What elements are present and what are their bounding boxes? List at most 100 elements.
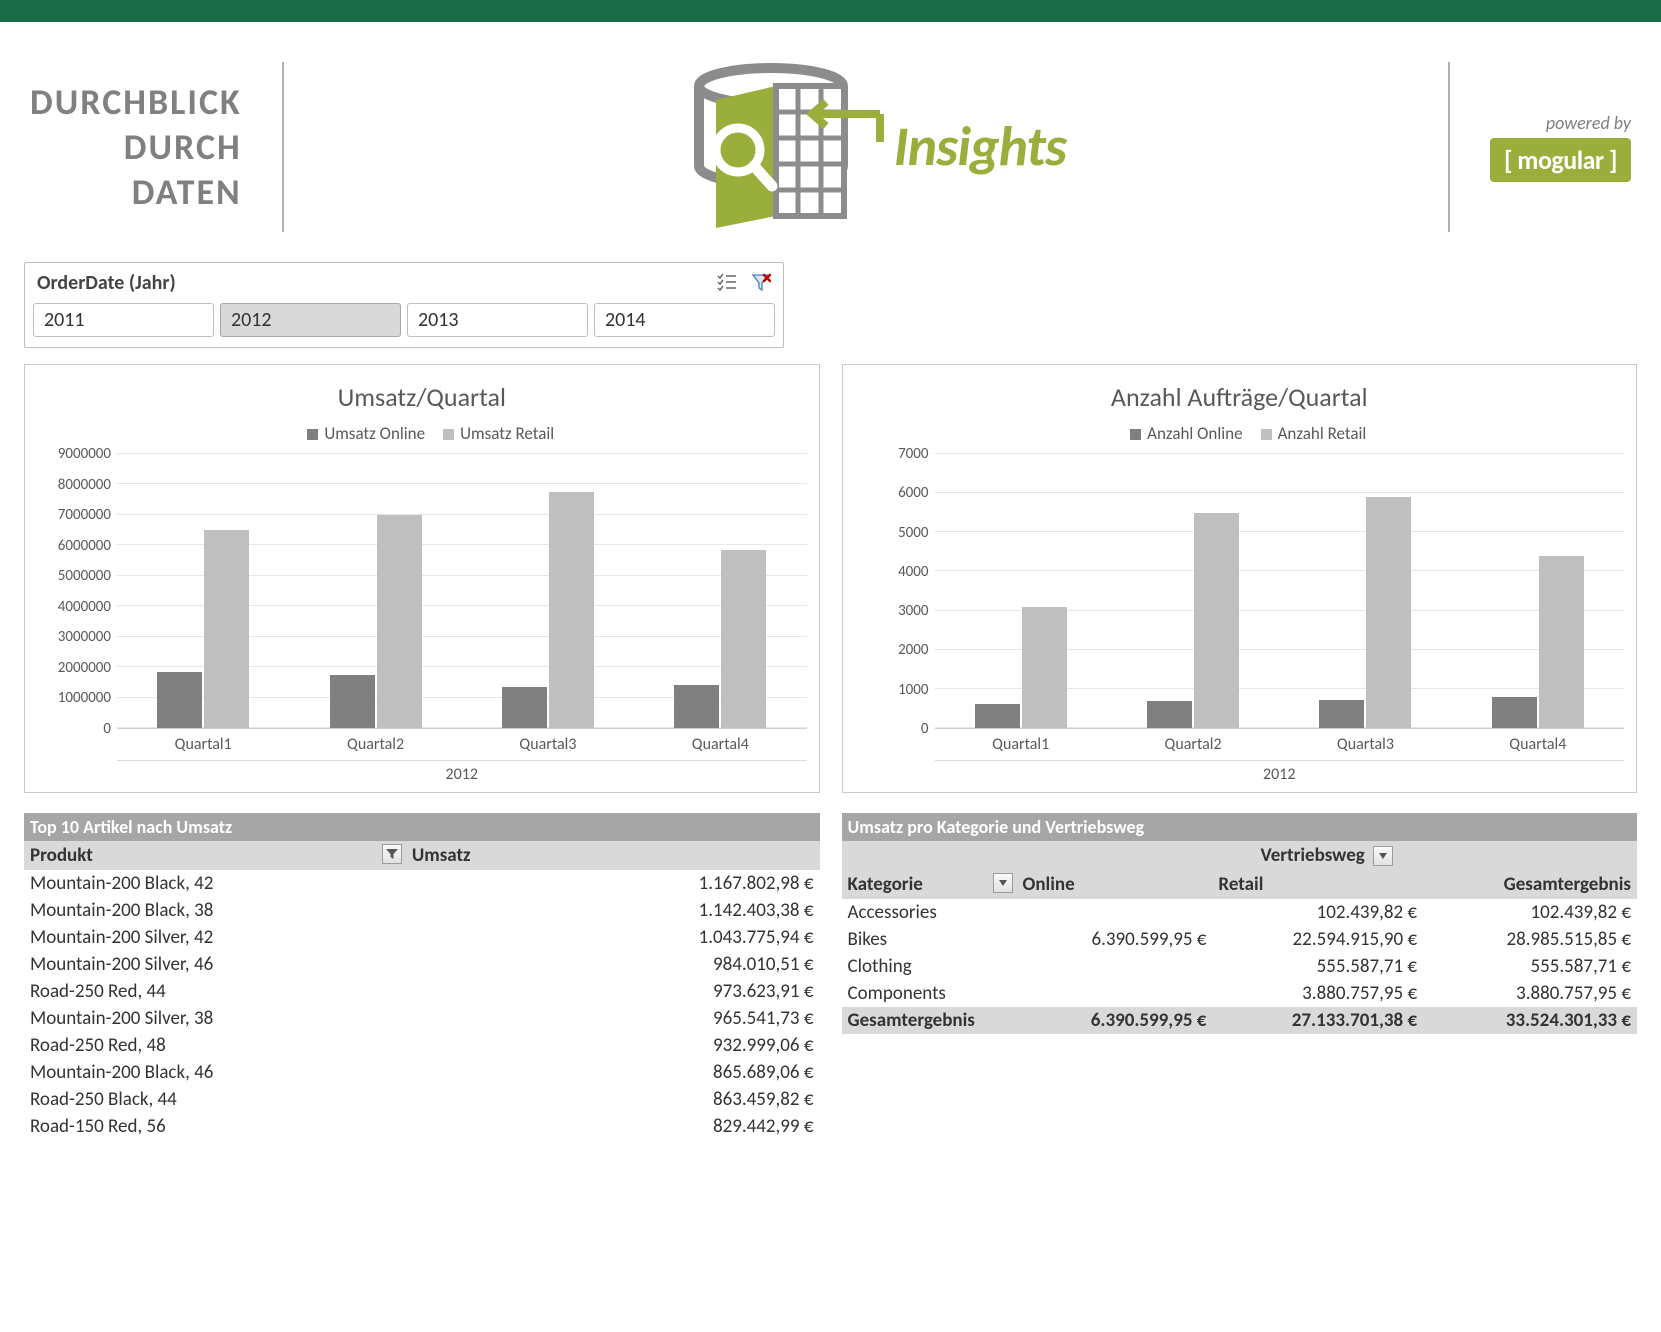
cell-kategorie: Bikes: [842, 926, 1017, 953]
y-tick: 3000000: [58, 628, 111, 646]
x-label: Quartal4: [1452, 729, 1624, 754]
y-tick: 2000000: [58, 659, 111, 677]
bar-group: [1107, 454, 1279, 728]
bar-series1[interactable]: [330, 675, 375, 728]
table-row: Road-150 Red, 56829.442,99 €: [24, 1113, 820, 1140]
insights-logo-icon: [666, 52, 886, 242]
bar-series2[interactable]: [1366, 497, 1411, 728]
cell-kategorie: Accessories: [842, 899, 1017, 926]
bar-group: [935, 454, 1107, 728]
bar-series2[interactable]: [204, 530, 249, 728]
chart-title: Umsatz/Quartal: [37, 381, 807, 413]
bar-group: [462, 454, 634, 728]
bar-series1[interactable]: [502, 687, 547, 728]
cell-produkt: Road-150 Red, 56: [24, 1113, 406, 1140]
cell-produkt: Mountain-200 Black, 38: [24, 897, 406, 924]
brand-badge: [ mogular ]: [1490, 138, 1631, 182]
bar-group: [634, 454, 806, 728]
x-super-label: 2012: [117, 760, 807, 784]
bar-series2[interactable]: [721, 550, 766, 728]
cell-produkt: Mountain-200 Black, 42: [24, 870, 406, 897]
bar-series2[interactable]: [549, 492, 594, 728]
logo: Insights: [324, 52, 1408, 242]
pivot-total-row: Gesamtergebnis 6.390.599,95 € 27.133.701…: [842, 1007, 1638, 1034]
pivot-table: Vertriebsweg Kategorie Online Retai: [842, 841, 1638, 1034]
col-umsatz[interactable]: Umsatz: [406, 841, 820, 870]
cell-umsatz: 973.623,91 €: [406, 978, 820, 1005]
filter-icon[interactable]: [382, 844, 402, 864]
pivot-col[interactable]: Online: [1017, 870, 1213, 899]
table-row: Clothing555.587,71 €555.587,71 €: [842, 953, 1638, 980]
bar-series2[interactable]: [1022, 607, 1067, 728]
chart-umsatz-quartal: Umsatz/QuartalUmsatz OnlineUmsatz Retail…: [24, 364, 820, 793]
bar-group: [1279, 454, 1451, 728]
top10-table-panel: Top 10 Artikel nach Umsatz Produkt Umsat…: [24, 813, 820, 1140]
multiselect-icon[interactable]: [717, 273, 737, 291]
cell-umsatz: 1.142.403,38 €: [406, 897, 820, 924]
slicer-item-2012[interactable]: 2012: [220, 303, 401, 337]
x-label: Quartal1: [935, 729, 1107, 754]
cell-value: [1017, 899, 1213, 926]
bar-series2[interactable]: [1194, 513, 1239, 728]
pivot-title: Umsatz pro Kategorie und Vertriebsweg: [842, 813, 1638, 841]
table-row: Mountain-200 Silver, 38965.541,73 €: [24, 1005, 820, 1032]
cell-produkt: Mountain-200 Silver, 38: [24, 1005, 406, 1032]
pivot-col-field[interactable]: Vertriebsweg: [1017, 841, 1638, 870]
bar-series1[interactable]: [674, 685, 719, 728]
cell-value: 102.439,82 €: [1212, 899, 1423, 926]
cell-value: [1017, 980, 1213, 1007]
cell-umsatz: 1.167.802,98 €: [406, 870, 820, 897]
y-tick: 8000000: [58, 476, 111, 494]
bar-series1[interactable]: [1147, 701, 1192, 728]
clear-filter-icon[interactable]: [751, 273, 771, 293]
cell-value: [1017, 953, 1213, 980]
y-tick: 2000: [898, 641, 928, 659]
tagline-line: DATEN: [30, 170, 242, 215]
bar-series1[interactable]: [1319, 700, 1364, 728]
slicer-title: OrderDate (Jahr): [37, 271, 176, 295]
x-label: Quartal3: [462, 729, 634, 754]
y-tick: 3000: [898, 602, 928, 620]
cell-value: 3.880.757,95 €: [1423, 980, 1637, 1007]
dropdown-icon[interactable]: [1373, 846, 1393, 866]
cell-umsatz: 865.689,06 €: [406, 1059, 820, 1086]
y-tick: 1000: [898, 681, 928, 699]
bar-series2[interactable]: [1539, 556, 1584, 728]
y-tick: 4000: [898, 563, 928, 581]
table-row: Components3.880.757,95 €3.880.757,95 €: [842, 980, 1638, 1007]
cell-umsatz: 984.010,51 €: [406, 951, 820, 978]
y-tick: 1000000: [58, 689, 111, 707]
pivot-col[interactable]: Retail: [1212, 870, 1423, 899]
tagline: DURCHBLICK DURCH DATEN: [30, 80, 242, 215]
header: DURCHBLICK DURCH DATEN: [0, 22, 1661, 262]
x-label: Quartal4: [634, 729, 806, 754]
x-label: Quartal1: [117, 729, 289, 754]
x-label: Quartal2: [1107, 729, 1279, 754]
slicer-item-2011[interactable]: 2011: [33, 303, 214, 337]
col-produkt[interactable]: Produkt: [24, 841, 406, 870]
y-tick: 6000: [898, 484, 928, 502]
slicer-item-2013[interactable]: 2013: [407, 303, 588, 337]
dropdown-icon[interactable]: [993, 873, 1013, 893]
bar-series2[interactable]: [377, 515, 422, 728]
table-row: Mountain-200 Silver, 421.043.775,94 €: [24, 924, 820, 951]
y-tick: 0: [103, 720, 111, 738]
cell-value: 3.880.757,95 €: [1212, 980, 1423, 1007]
bar-series1[interactable]: [975, 704, 1020, 728]
slicer-item-2014[interactable]: 2014: [594, 303, 775, 337]
x-super-label: 2012: [935, 760, 1625, 784]
pivot-row-field[interactable]: Kategorie: [842, 870, 1017, 899]
cell-kategorie: Clothing: [842, 953, 1017, 980]
y-tick: 9000000: [58, 445, 111, 463]
chart-anzahl-quartal: Anzahl Aufträge/QuartalAnzahl OnlineAnza…: [842, 364, 1638, 793]
table-row: Mountain-200 Black, 46865.689,06 €: [24, 1059, 820, 1086]
bar-group: [289, 454, 461, 728]
year-slicer: OrderDate (Jahr) 2011201220132014: [24, 262, 784, 348]
bar-series1[interactable]: [1492, 697, 1537, 728]
pivot-col[interactable]: Gesamtergebnis: [1423, 870, 1637, 899]
insights-wordmark: Insights: [894, 113, 1066, 181]
bar-series1[interactable]: [157, 672, 202, 728]
cell-value: 102.439,82 €: [1423, 899, 1637, 926]
cell-produkt: Mountain-200 Black, 46: [24, 1059, 406, 1086]
divider: [1448, 62, 1450, 232]
